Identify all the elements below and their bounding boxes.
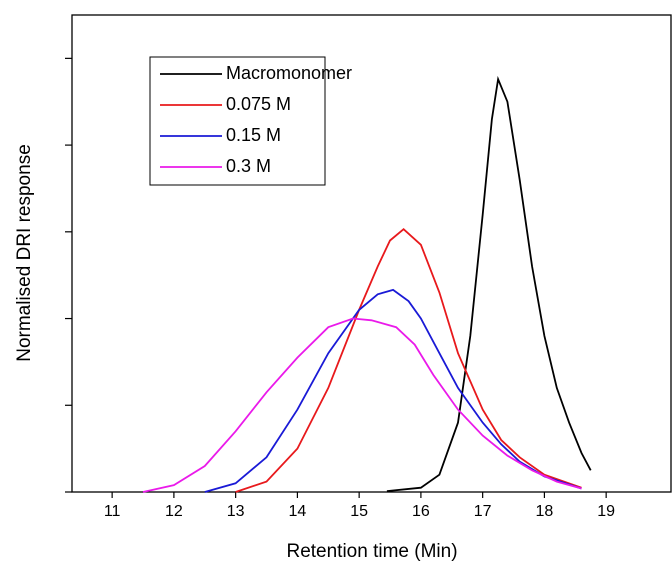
- line-series: [235, 228, 582, 493]
- x-axis-label: Retention time (Min): [286, 541, 457, 562]
- x-tick-label: 11: [104, 503, 121, 520]
- x-tick-label: 18: [536, 503, 554, 520]
- legend-label: 0.15 M: [226, 125, 281, 145]
- x-tick-label: 19: [597, 503, 615, 520]
- legend-label: Macromonomer: [226, 63, 352, 83]
- line-series: [142, 317, 582, 493]
- line-series: [204, 288, 582, 493]
- x-tick-label: 12: [165, 503, 183, 520]
- y-axis-label: Normalised DRI response: [14, 144, 35, 362]
- legend-label: 0.3 M: [226, 156, 271, 176]
- x-tick-label: 14: [288, 503, 306, 520]
- x-tick-label: 16: [412, 503, 430, 520]
- line-series: [386, 75, 592, 492]
- x-tick-label: 13: [227, 503, 245, 520]
- legend-label: 0.075 M: [226, 94, 291, 114]
- legend-box: [149, 56, 326, 186]
- plot-frame: [71, 14, 672, 493]
- x-tick-label: 17: [474, 503, 492, 520]
- x-tick-label: 15: [350, 503, 368, 520]
